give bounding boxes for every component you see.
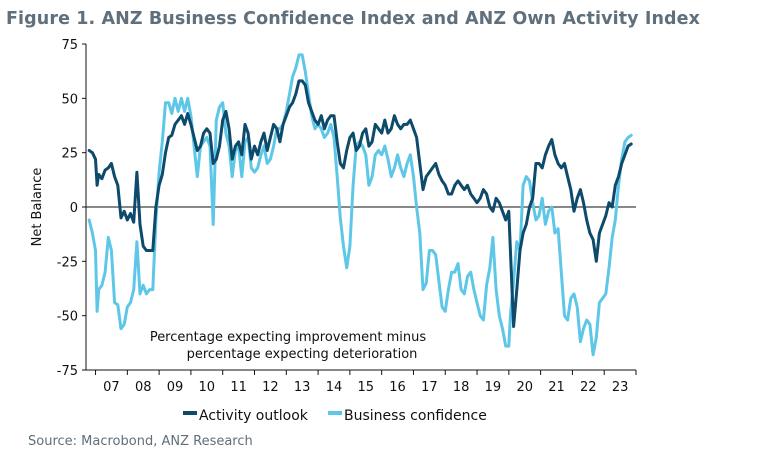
annotation-line-1: Percentage expecting improvement minus: [150, 330, 427, 345]
x-tick-label: 15: [357, 380, 374, 395]
y-tick-label: 0: [70, 201, 78, 216]
x-tick-label: 17: [421, 380, 438, 395]
x-tick-label: 18: [453, 380, 470, 395]
x-tick-label: 14: [326, 380, 343, 395]
x-tick-label: 23: [612, 380, 629, 395]
x-tick-label: 19: [485, 380, 502, 395]
y-tick-label: 25: [61, 147, 78, 162]
y-axis: -75 -50 -25 0 25 50 75: [57, 38, 87, 379]
x-tick-label: 12: [262, 380, 279, 395]
legend-swatch-activity: [183, 411, 197, 415]
series-group: [87, 53, 633, 357]
series-line-business-confidence: [87, 53, 633, 357]
y-axis-label: Net Balance: [30, 168, 45, 247]
x-tick-label: 22: [580, 380, 597, 395]
annotation-line-2: percentage expecting deterioration: [187, 347, 418, 362]
x-axis: 07 08 09 10 11 12 13 14 15 16 17 18 19 20 21 22 23: [86, 206, 637, 395]
x-tick-label: 13: [294, 380, 311, 395]
y-tick-label: -50: [57, 310, 78, 325]
legend-label-confidence: Business confidence: [344, 408, 487, 424]
x-tick-label: 07: [103, 380, 120, 395]
y-tick-label: -25: [57, 255, 78, 270]
source-note: Source: Macrobond, ANZ Research: [28, 434, 253, 449]
legend-label-activity: Activity outlook: [199, 408, 309, 424]
series-line-activity-outlook: [87, 79, 633, 328]
x-tick-label: 21: [548, 380, 565, 395]
x-tick-label: 10: [199, 380, 216, 395]
x-tick-label: 09: [167, 380, 184, 395]
legend-swatch-confidence: [328, 411, 342, 415]
y-tick-label: 75: [61, 38, 78, 53]
x-tick-label: 20: [516, 380, 533, 395]
chart-title: Figure 1. ANZ Business Confidence Index …: [6, 9, 701, 29]
x-tick-label: 08: [135, 380, 152, 395]
y-tick-label: -75: [57, 364, 78, 379]
y-tick-label: 50: [61, 92, 78, 107]
x-tick-label: 16: [389, 380, 406, 395]
legend: Activity outlook Business confidence: [183, 408, 487, 424]
x-tick-label: 11: [230, 380, 247, 395]
